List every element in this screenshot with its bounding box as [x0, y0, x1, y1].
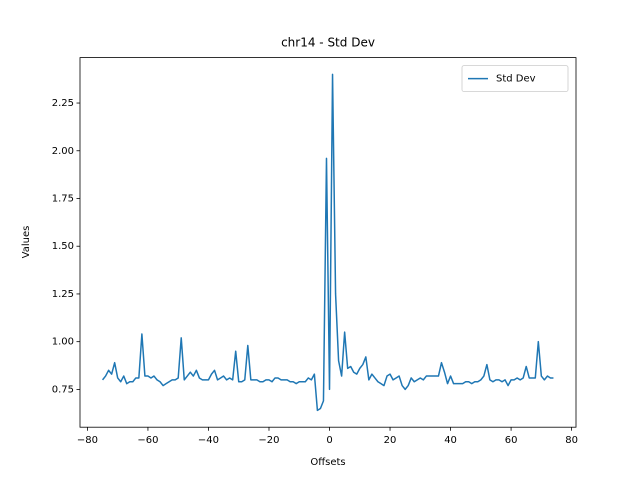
- x-tick-label: −20: [258, 435, 279, 446]
- y-axis-label: Values: [21, 226, 32, 259]
- x-tick-label: −80: [77, 435, 98, 446]
- y-tick-label: 0.75: [52, 384, 74, 395]
- x-tick-label: 0: [326, 435, 332, 446]
- chart-title: chr14 - Std Dev: [281, 36, 375, 50]
- axes-frame: [79, 57, 577, 428]
- y-tick-label: 1.00: [52, 337, 74, 348]
- x-tick-label: −40: [198, 435, 219, 446]
- y-tick-label: 1.50: [52, 241, 74, 252]
- data-line: [101, 73, 554, 412]
- y-tick-label: 1.25: [52, 289, 74, 300]
- x-tick-label: 20: [384, 435, 397, 446]
- x-tick-label: −60: [137, 435, 158, 446]
- y-tick-label: 1.75: [52, 193, 74, 204]
- x-tick-label: 80: [565, 435, 578, 446]
- legend-box: [461, 65, 569, 92]
- x-tick-label: 60: [505, 435, 518, 446]
- legend-label: Std Dev: [496, 74, 536, 85]
- y-tick-label: 2.25: [52, 98, 74, 109]
- x-axis-label: Offsets: [310, 457, 345, 468]
- y-tick-label: 2.00: [52, 146, 74, 157]
- x-tick-label: 40: [444, 435, 457, 446]
